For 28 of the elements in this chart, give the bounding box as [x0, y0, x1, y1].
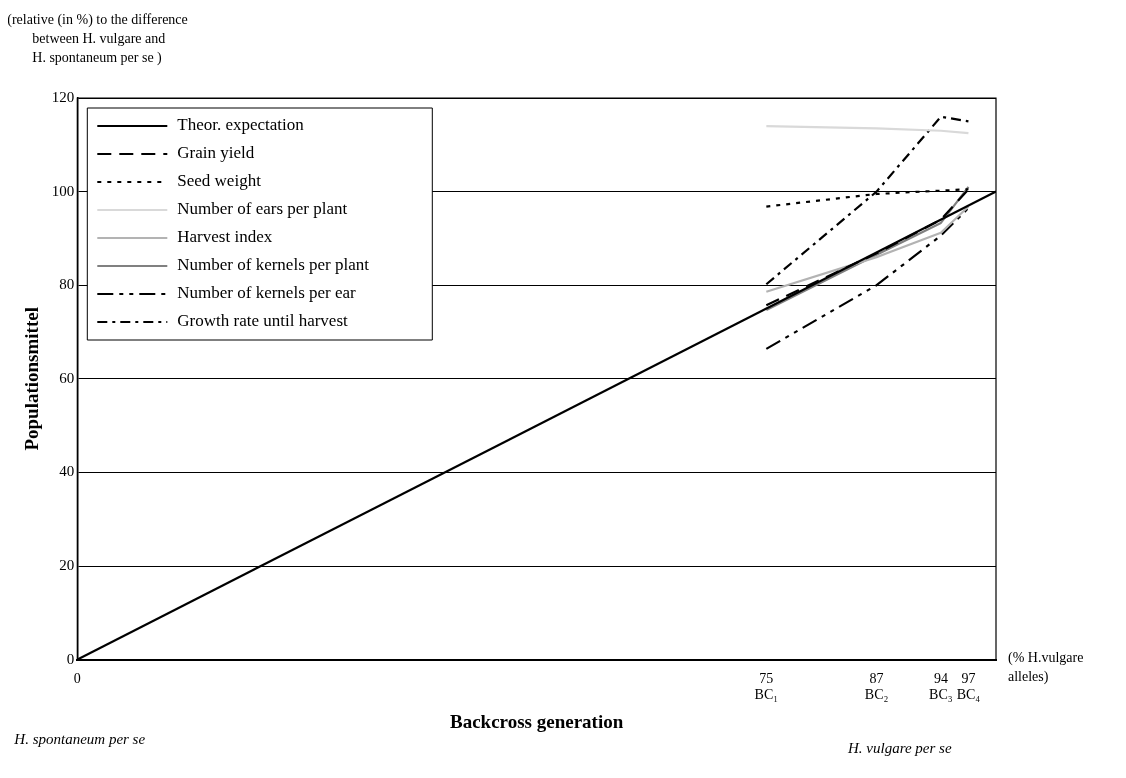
legend-label: Seed weight — [177, 171, 262, 191]
x-tick-label: 97 BC₄ — [956, 670, 981, 703]
x-tick-label: 87 BC₂ — [864, 670, 889, 703]
y-tick-label: 40 — [59, 463, 75, 480]
legend-label: Number of ears per plant — [177, 199, 348, 219]
text: (% H.vulgare — [1008, 649, 1084, 666]
x-axis-title: Backcross generation — [450, 710, 624, 732]
y-tick-label: 20 — [59, 556, 75, 573]
legend-label: Theor. expectation — [177, 115, 305, 135]
text: H. spontaneum per se ) — [32, 50, 163, 66]
text: alleles) — [1008, 668, 1049, 685]
y-tick-label: 0 — [66, 650, 75, 667]
legend-label: Growth rate until harvest — [177, 311, 348, 331]
y-tick-label: 80 — [59, 276, 75, 293]
text: between H. vulgare and — [32, 31, 166, 46]
legend-label: Harvest index — [177, 227, 273, 247]
text: H. spontaneum per se — [13, 730, 146, 747]
legend-label: Grain yield — [177, 143, 255, 163]
y-tick-label: 100 — [51, 182, 75, 199]
text: (relative (in %) to the difference — [7, 12, 188, 28]
legend-label: Number of kernels per ear — [177, 283, 357, 303]
y-tick-label: 60 — [59, 369, 75, 386]
y-tick-label: 120 — [51, 88, 75, 105]
legend-label: Number of kernels per plant — [177, 255, 370, 275]
x-tick-label: 75 BC₁ — [754, 670, 779, 703]
text: H. vulgare per se — [847, 739, 952, 756]
y-axis-title: Populationsmittel — [21, 307, 43, 451]
x-tick-label: 94 BC₃ — [929, 670, 953, 703]
